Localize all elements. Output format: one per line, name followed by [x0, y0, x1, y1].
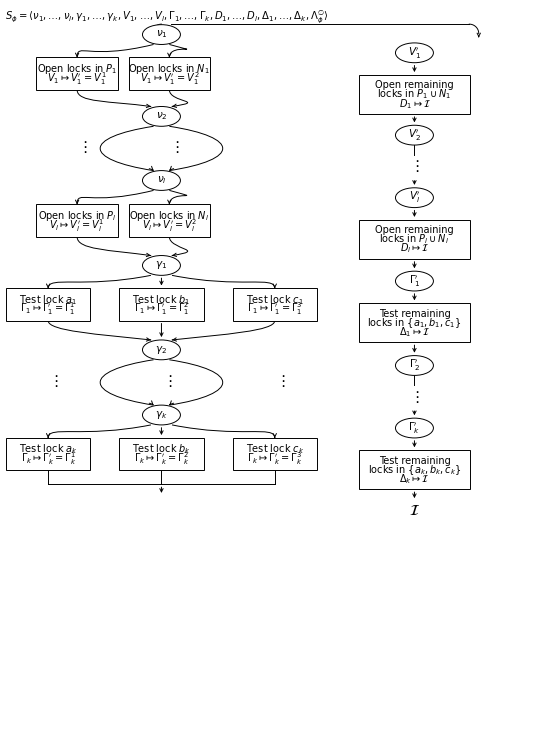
Ellipse shape [396, 418, 433, 438]
Text: Open remaining: Open remaining [375, 225, 454, 235]
FancyBboxPatch shape [359, 75, 470, 114]
Text: $V_l'$: $V_l'$ [409, 190, 420, 205]
FancyBboxPatch shape [128, 58, 210, 90]
Text: Test remaining: Test remaining [378, 455, 450, 466]
Text: $\vdots$: $\vdots$ [409, 389, 420, 405]
Text: locks in $P_l \cup N_l$: locks in $P_l \cup N_l$ [379, 232, 450, 246]
FancyBboxPatch shape [233, 288, 317, 321]
Text: $\Gamma_2'$: $\Gamma_2'$ [409, 357, 420, 374]
Ellipse shape [142, 405, 181, 425]
Text: locks in $\{a_1, b_1, c_1\}$: locks in $\{a_1, b_1, c_1\}$ [367, 316, 462, 330]
Text: $\Gamma_1 \mapsto \Gamma_1^\prime = \Gamma_1^1$: $\Gamma_1 \mapsto \Gamma_1^\prime = \Gam… [20, 300, 76, 317]
Ellipse shape [142, 25, 181, 45]
Text: locks in $P_1 \cup N_1$: locks in $P_1 \cup N_1$ [377, 88, 452, 102]
Text: $\mathcal{I}$: $\mathcal{I}$ [409, 503, 420, 518]
Ellipse shape [142, 170, 181, 190]
Text: $\gamma_k$: $\gamma_k$ [155, 409, 168, 421]
Text: $\Gamma_1'$: $\Gamma_1'$ [409, 273, 420, 289]
FancyBboxPatch shape [233, 438, 317, 470]
Text: $\nu_l$: $\nu_l$ [156, 175, 167, 186]
Text: Test lock $a_k$: Test lock $a_k$ [19, 443, 78, 456]
Text: $\vdots$: $\vdots$ [169, 139, 180, 155]
Text: $\vdots$: $\vdots$ [409, 159, 420, 175]
FancyBboxPatch shape [128, 205, 210, 237]
Text: $D_1 \mapsto \mathcal{I}$: $D_1 \mapsto \mathcal{I}$ [398, 96, 430, 110]
Ellipse shape [396, 188, 433, 208]
Text: $\vdots$: $\vdots$ [162, 373, 172, 389]
Text: $V_1 \mapsto V_1^\prime = V_1^1$: $V_1 \mapsto V_1^\prime = V_1^1$ [47, 70, 107, 86]
FancyBboxPatch shape [36, 205, 118, 237]
Ellipse shape [396, 125, 433, 145]
Text: Open locks in $P_1$: Open locks in $P_1$ [37, 62, 118, 76]
FancyBboxPatch shape [119, 438, 204, 470]
Text: $\Delta_1 \mapsto \mathcal{I}$: $\Delta_1 \mapsto \mathcal{I}$ [399, 325, 430, 338]
FancyBboxPatch shape [36, 58, 118, 90]
FancyBboxPatch shape [119, 288, 204, 321]
Ellipse shape [396, 271, 433, 291]
Ellipse shape [142, 340, 181, 360]
Text: $V_1 \mapsto V_1^\prime = V_1^2$: $V_1 \mapsto V_1^\prime = V_1^2$ [140, 70, 199, 86]
Ellipse shape [396, 355, 433, 376]
Text: Test lock $c_1$: Test lock $c_1$ [246, 293, 303, 307]
Text: Open locks in $N_l$: Open locks in $N_l$ [129, 209, 210, 223]
FancyBboxPatch shape [6, 438, 91, 470]
Text: Open locks in $P_l$: Open locks in $P_l$ [38, 209, 116, 223]
Text: Test lock $b_1$: Test lock $b_1$ [132, 293, 191, 307]
Ellipse shape [142, 256, 181, 276]
Text: Test remaining: Test remaining [378, 308, 450, 319]
FancyBboxPatch shape [359, 450, 470, 489]
Text: $V_l \mapsto V_l^\prime = V_l^1$: $V_l \mapsto V_l^\prime = V_l^1$ [50, 217, 105, 234]
Text: $\gamma_2$: $\gamma_2$ [155, 344, 168, 356]
Text: Test lock $b_k$: Test lock $b_k$ [132, 443, 191, 456]
Text: $\Gamma_1 \mapsto \Gamma_1^\prime = \Gamma_1^3$: $\Gamma_1 \mapsto \Gamma_1^\prime = \Gam… [247, 300, 302, 317]
Text: locks in $\{a_k, b_k, c_k\}$: locks in $\{a_k, b_k, c_k\}$ [368, 463, 461, 477]
FancyBboxPatch shape [359, 303, 470, 342]
Text: $\Delta_k \mapsto \mathcal{I}$: $\Delta_k \mapsto \mathcal{I}$ [399, 472, 430, 486]
Text: Open remaining: Open remaining [375, 80, 454, 91]
FancyBboxPatch shape [359, 220, 470, 259]
Text: $\vdots$: $\vdots$ [275, 373, 285, 389]
Text: $\Gamma_k'$: $\Gamma_k'$ [408, 420, 420, 436]
Text: $\Gamma_k \mapsto \Gamma_k^\prime = \Gamma_k^1$: $\Gamma_k \mapsto \Gamma_k^\prime = \Gam… [20, 450, 75, 467]
Text: $V_1'$: $V_1'$ [408, 45, 421, 61]
FancyBboxPatch shape [6, 288, 91, 321]
Text: Test lock $c_k$: Test lock $c_k$ [246, 443, 304, 456]
Text: $\nu_1$: $\nu_1$ [156, 29, 167, 40]
Ellipse shape [142, 107, 181, 126]
Text: $\nu_2$: $\nu_2$ [156, 110, 167, 122]
Text: $\gamma_1$: $\gamma_1$ [155, 260, 168, 271]
Ellipse shape [396, 43, 433, 63]
Text: Test lock $a_1$: Test lock $a_1$ [19, 293, 77, 307]
Text: $\Gamma_1 \mapsto \Gamma_1^\prime = \Gamma_1^2$: $\Gamma_1 \mapsto \Gamma_1^\prime = \Gam… [134, 300, 189, 317]
Text: $\vdots$: $\vdots$ [48, 373, 59, 389]
Text: $V_2'$: $V_2'$ [408, 127, 421, 143]
Text: $\Gamma_k \mapsto \Gamma_k^\prime = \Gamma_k^3$: $\Gamma_k \mapsto \Gamma_k^\prime = \Gam… [247, 450, 302, 467]
Text: $D_l \mapsto \mathcal{I}$: $D_l \mapsto \mathcal{I}$ [400, 242, 429, 255]
Text: $S_\phi = \langle \nu_1, \ldots, \nu_l, \gamma_1, \ldots, \gamma_k, V_1, \ldots,: $S_\phi = \langle \nu_1, \ldots, \nu_l, … [5, 9, 329, 26]
Text: $V_l \mapsto V_l^\prime = V_l^2$: $V_l \mapsto V_l^\prime = V_l^2$ [142, 217, 197, 234]
Text: $\Gamma_k \mapsto \Gamma_k^\prime = \Gamma_k^2$: $\Gamma_k \mapsto \Gamma_k^\prime = \Gam… [134, 450, 189, 467]
Text: Open locks in $N_1$: Open locks in $N_1$ [128, 62, 210, 76]
Text: $\vdots$: $\vdots$ [77, 139, 87, 155]
